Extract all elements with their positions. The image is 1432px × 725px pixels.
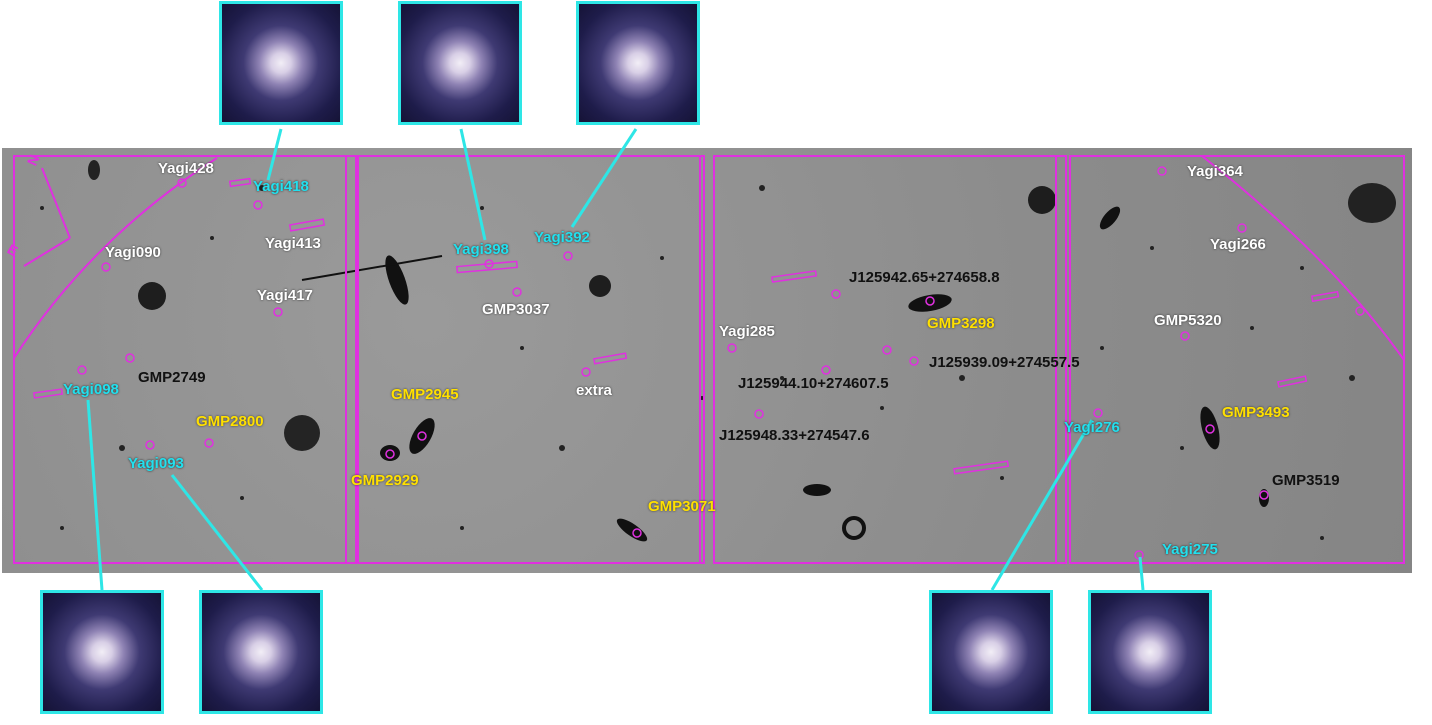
ring-galaxy bbox=[842, 516, 866, 540]
bright-galaxy bbox=[1348, 183, 1396, 223]
satellite-trail bbox=[301, 255, 443, 281]
galaxy bbox=[1259, 489, 1269, 507]
label-gmp5320: GMP5320 bbox=[1154, 312, 1222, 329]
thumbnail-yagi418 bbox=[219, 1, 343, 125]
label-gmp3493: GMP3493 bbox=[1222, 404, 1290, 421]
label-yagi392: Yagi392 bbox=[534, 229, 590, 246]
galaxy bbox=[385, 255, 409, 305]
faint-sources bbox=[40, 185, 1355, 540]
galaxy bbox=[409, 418, 435, 454]
panel-2-frame bbox=[357, 155, 705, 564]
coverage-arc-right bbox=[1201, 155, 1405, 361]
label-yagi276: Yagi276 bbox=[1064, 419, 1120, 436]
galaxy bbox=[88, 160, 100, 180]
galaxy bbox=[1099, 206, 1121, 230]
label-gmp3519: GMP3519 bbox=[1272, 472, 1340, 489]
compass bbox=[23, 167, 71, 267]
label-yagi266: Yagi266 bbox=[1210, 236, 1266, 253]
label-yagi275: Yagi275 bbox=[1162, 541, 1218, 558]
label-j125944: J125944.10+274607.5 bbox=[738, 375, 889, 392]
field-sources bbox=[13, 155, 1405, 564]
thumbnail-yagi392 bbox=[576, 1, 700, 125]
bright-galaxy bbox=[284, 415, 320, 451]
thumbnail-yagi398 bbox=[398, 1, 522, 125]
label-yagi098: Yagi098 bbox=[63, 381, 119, 398]
label-gmp2749: GMP2749 bbox=[138, 369, 206, 386]
galaxy bbox=[1200, 406, 1220, 450]
panel-3-frame bbox=[713, 155, 1067, 564]
label-yagi418: Yagi418 bbox=[253, 178, 309, 195]
label-yagi090: Yagi090 bbox=[105, 244, 161, 261]
thumbnail-yagi093 bbox=[199, 590, 323, 714]
label-gmp3037: GMP3037 bbox=[482, 301, 550, 318]
panel-4-frame bbox=[1069, 155, 1405, 564]
galaxy bbox=[908, 294, 952, 312]
label-j125939: J125939.09+274557.5 bbox=[929, 354, 1080, 371]
thumbnail-yagi276 bbox=[929, 590, 1053, 714]
coverage-arc-left bbox=[13, 157, 218, 359]
label-gmp3071: GMP3071 bbox=[648, 498, 716, 515]
label-yagi428: Yagi428 bbox=[158, 160, 214, 177]
label-yagi417: Yagi417 bbox=[257, 287, 313, 304]
label-j125948: J125948.33+274547.6 bbox=[719, 427, 870, 444]
label-yagi364: Yagi364 bbox=[1187, 163, 1243, 180]
label-yagi413: Yagi413 bbox=[265, 235, 321, 252]
galaxy bbox=[380, 445, 400, 461]
thumbnail-yagi275 bbox=[1088, 590, 1212, 714]
label-yagi398: Yagi398 bbox=[453, 241, 509, 258]
galaxy bbox=[803, 484, 831, 496]
label-gmp2945: GMP2945 bbox=[391, 386, 459, 403]
bright-star bbox=[589, 275, 611, 297]
galaxy bbox=[616, 518, 648, 542]
bright-star bbox=[138, 282, 166, 310]
aperture-markers bbox=[33, 166, 1365, 560]
label-gmp3298: GMP3298 bbox=[927, 315, 995, 332]
bright-star bbox=[1028, 186, 1056, 214]
label-yagi093: Yagi093 bbox=[128, 455, 184, 472]
panel-1-frame bbox=[13, 155, 357, 564]
thumbnail-yagi098 bbox=[40, 590, 164, 714]
label-yagi285: Yagi285 bbox=[719, 323, 775, 340]
label-extra: extra bbox=[576, 382, 612, 399]
label-gmp2929: GMP2929 bbox=[351, 472, 419, 489]
label-j125942: J125942.65+274658.8 bbox=[849, 269, 1000, 286]
label-gmp2800: GMP2800 bbox=[196, 413, 264, 430]
